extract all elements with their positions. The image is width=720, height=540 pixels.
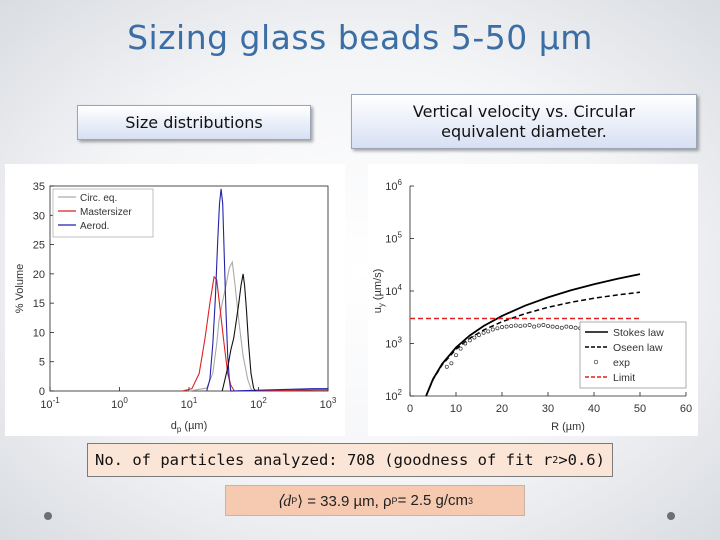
- exp-point-0: [444, 364, 449, 369]
- exp-point-10: [490, 327, 495, 332]
- r-squared-exponent: 2: [552, 454, 559, 466]
- y-tick-label: 30: [33, 210, 45, 222]
- exp-point-2: [454, 353, 458, 358]
- x-tick-label: 60: [680, 403, 692, 415]
- y-tick-label: 25: [33, 240, 45, 252]
- particles-analyzed-box: No. of particles analyzed: 708 (goodness…: [87, 443, 613, 477]
- formula-lhs: ⟨d: [276, 492, 292, 510]
- exp-point-17: [523, 323, 527, 328]
- exp-point-21: [541, 323, 546, 327]
- x-tick-label: 0: [407, 403, 413, 415]
- y-tick-label: 10: [33, 327, 45, 339]
- x-tick-label: 102: [250, 396, 267, 411]
- exp-point-6: [472, 335, 477, 340]
- exp-point-13: [504, 324, 509, 329]
- legend-label: Circ. eq.: [80, 193, 117, 204]
- velocity-label-line2: equivalent diameter.: [441, 121, 607, 141]
- exp-point-27: [569, 325, 573, 330]
- y-tick-label: 105: [385, 231, 402, 246]
- exp-point-15: [513, 323, 518, 328]
- slide-dot-right: [667, 512, 675, 520]
- velocity-label-line1: Vertical velocity vs. Circular: [412, 101, 636, 121]
- exp-point-18: [527, 323, 532, 327]
- legend-label: Limit: [613, 372, 635, 384]
- x-tick-label: 10-1: [40, 396, 60, 411]
- size-distribution-svg: 0 5 10 15 20 25 30 35 10-1 100 101 102 103 dp (µm) % V…: [14, 181, 337, 434]
- y-tick-label: 104: [385, 283, 402, 298]
- exp-point-4: [463, 341, 468, 346]
- y-tick-label: 0: [39, 386, 45, 398]
- formula-rho-sub: P: [391, 495, 398, 506]
- exp-point-25: [559, 325, 564, 330]
- x-axis-label: R (µm): [551, 421, 585, 433]
- size-distributions-text: Size distributions: [125, 113, 263, 132]
- velocity-chart: 102 103 104 105 106 0 10 20 30 40 50 60 R (µm) uy (µm…: [368, 164, 698, 436]
- formula-rest: ⟩ = 33.9 µm, ρ: [297, 492, 392, 510]
- series-line-3: [221, 273, 256, 392]
- y-tick-label: 106: [385, 178, 402, 193]
- exp-point-24: [555, 325, 560, 330]
- exp-point-22: [546, 324, 550, 328]
- exp-point-23: [550, 324, 555, 329]
- exp-point-1: [449, 361, 454, 366]
- slide-title: Sizing glass beads 5-50 µm: [127, 18, 593, 57]
- velocity-label: Vertical velocity vs. Circular equivalen…: [351, 94, 697, 149]
- formula-tail: = 2.5 g/cm: [397, 492, 469, 509]
- exp-point-12: [500, 325, 504, 330]
- exp-point-9: [486, 329, 491, 334]
- slide-dot-left: [44, 512, 52, 520]
- series-line-2: [206, 188, 328, 392]
- x-tick-label: 40: [588, 403, 600, 415]
- x-tick-label: 103: [320, 396, 337, 411]
- x-tick-label: 10: [450, 403, 462, 415]
- y-axis-label: % Volume: [14, 264, 26, 314]
- exp-point-20: [536, 323, 541, 328]
- x-tick-label: 101: [181, 396, 198, 411]
- legend-swatch: [593, 359, 599, 365]
- y-tick-label: 20: [33, 269, 45, 281]
- exp-point-3: [458, 346, 463, 351]
- x-axis-label: dp (µm): [171, 420, 207, 434]
- exp-point-16: [518, 324, 523, 328]
- legend-label: Mastersizer: [80, 207, 132, 218]
- y-tick-label: 15: [33, 298, 45, 310]
- legend-label: exp: [613, 357, 630, 369]
- formula-lhs-sub: P: [291, 495, 298, 506]
- exp-point-19: [532, 324, 537, 329]
- x-tick-label: 30: [542, 403, 554, 415]
- exp-point-26: [564, 324, 569, 329]
- exp-point-28: [573, 325, 578, 330]
- y-axis-label: uy (µm/s): [372, 269, 386, 314]
- x-tick-label: 20: [496, 403, 508, 415]
- particles-analyzed-tail: >0.6): [558, 451, 605, 469]
- y-tick-label: 102: [385, 388, 402, 403]
- exp-point-11: [495, 326, 500, 331]
- exp-point-5: [467, 338, 472, 343]
- size-distribution-chart: 0 5 10 15 20 25 30 35 10-1 100 101 102 103 dp (µm) % V…: [5, 164, 345, 436]
- y-tick-label: 35: [33, 181, 45, 193]
- y-tick-label: 5: [39, 357, 45, 369]
- x-tick-label: 50: [634, 403, 646, 415]
- y-tick-label: 103: [385, 336, 402, 351]
- series-line-0: [188, 260, 253, 392]
- exp-point-7: [477, 333, 481, 337]
- formula-cube: 3: [468, 495, 474, 506]
- velocity-svg: 102 103 104 105 106 0 10 20 30 40 50 60 R (µm) uy (µm…: [372, 178, 692, 433]
- series-line-1: [182, 275, 328, 392]
- model-line-1: [425, 291, 641, 397]
- legend-label: Stokes law: [613, 327, 664, 339]
- legend-label: Aerod.: [80, 221, 109, 232]
- legend-label: Oseen law: [613, 342, 663, 354]
- x-tick-label: 100: [111, 396, 128, 411]
- exp-point-14: [509, 324, 514, 328]
- exp-point-8: [481, 330, 486, 335]
- size-distributions-label: Size distributions: [77, 105, 311, 140]
- particles-analyzed-text: No. of particles analyzed: 708 (goodness…: [95, 451, 553, 469]
